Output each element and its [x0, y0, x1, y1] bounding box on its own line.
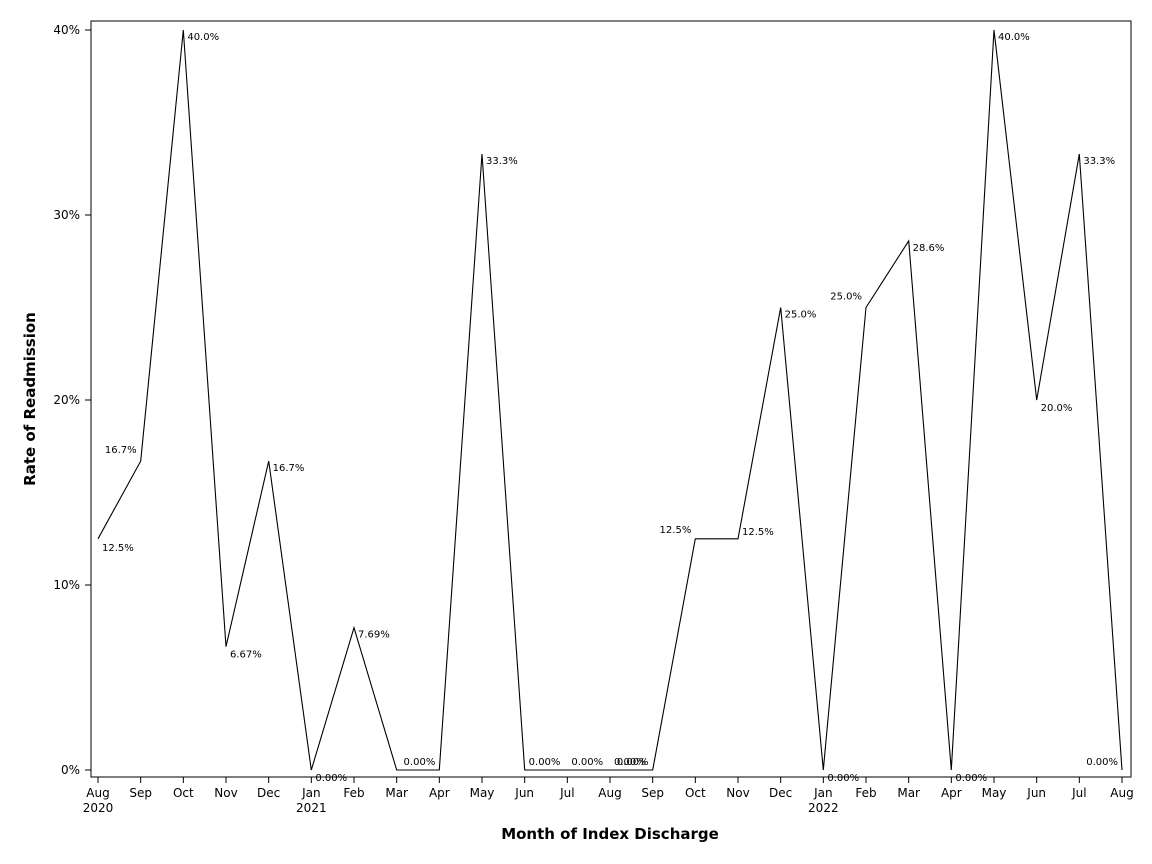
x-tick-label: Sep — [641, 786, 664, 800]
data-label: 20.0% — [1041, 403, 1073, 414]
y-tick-label: 20% — [53, 393, 80, 407]
x-tick-label: Jul — [559, 786, 574, 800]
x-tick-label: May — [470, 786, 495, 800]
y-axis-title: Rate of Readmission — [21, 312, 39, 486]
plot-frame — [90, 20, 1132, 778]
x-tick-label: Dec — [257, 786, 280, 800]
y-tick-label: 30% — [53, 208, 80, 222]
x-tick-label: Jan — [301, 786, 321, 800]
y-tick-label: 0% — [61, 763, 80, 777]
data-labels: 12.5% 16.7% 40.0% 6.67% 16.7% 0.00% 7.69% 0.00%… — [102, 32, 1118, 784]
x-tick-label: Jun — [514, 786, 534, 800]
x-tick-label: Jun — [1026, 786, 1046, 800]
x-tick-label: Mar — [897, 786, 920, 800]
x-tick-label: Jul — [1071, 786, 1086, 800]
data-label: 40.0% — [998, 32, 1030, 43]
x-year-label: 2022 — [808, 801, 839, 815]
x-tick-label: Mar — [385, 786, 408, 800]
x-tick-label: Nov — [214, 786, 237, 800]
x-tick-label: Aug — [1110, 786, 1133, 800]
data-label: 0.00% — [571, 757, 603, 768]
x-tick-label: May — [982, 786, 1007, 800]
y-tick-label: 10% — [53, 578, 80, 592]
x-tick-label: Aug — [86, 786, 109, 800]
x-tick-label: Apr — [941, 786, 962, 800]
data-label: 12.5% — [742, 527, 774, 538]
data-label: 12.5% — [102, 543, 134, 554]
data-label: 0.00% — [827, 773, 859, 784]
data-label: 16.7% — [273, 463, 305, 474]
x-tick-label: Aug — [598, 786, 621, 800]
x-tick-label: Apr — [429, 786, 450, 800]
x-tick-label: Nov — [726, 786, 749, 800]
data-label: 0.00% — [529, 757, 561, 768]
y-axis: 0% 10% 20% 30% 40% — [53, 23, 91, 777]
y-tick-label: 40% — [53, 23, 80, 37]
x-axis-title: Month of Index Discharge — [501, 825, 719, 843]
x-tick-label: Feb — [855, 786, 876, 800]
data-label: 12.5% — [660, 525, 692, 536]
x-year-label: 2021 — [296, 801, 327, 815]
data-label: 0.00% — [1086, 757, 1118, 768]
data-label: 33.3% — [486, 156, 518, 167]
series-line — [97, 29, 1123, 771]
data-label: 25.0% — [785, 310, 817, 321]
data-label: 0.00% — [315, 773, 347, 784]
data-label: 16.7% — [105, 445, 137, 456]
data-label: 0.00% — [614, 757, 646, 768]
data-label: 0.00% — [955, 773, 987, 784]
x-tick-label: Sep — [129, 786, 152, 800]
x-tick-label: Oct — [685, 786, 706, 800]
data-label: 0.00% — [617, 757, 649, 768]
x-year-label: 2020 — [83, 801, 114, 815]
data-label: 28.6% — [913, 243, 945, 254]
data-label: 6.67% — [230, 650, 262, 661]
x-tick-label: Oct — [173, 786, 194, 800]
data-label: 40.0% — [187, 32, 219, 43]
data-label: 33.3% — [1083, 156, 1115, 167]
data-label: 7.69% — [358, 630, 390, 641]
x-tick-label: Jan — [813, 786, 833, 800]
x-tick-label: Feb — [343, 786, 364, 800]
data-label: 25.0% — [830, 292, 862, 303]
x-tick-label: Dec — [769, 786, 792, 800]
data-label: 0.00% — [404, 757, 436, 768]
